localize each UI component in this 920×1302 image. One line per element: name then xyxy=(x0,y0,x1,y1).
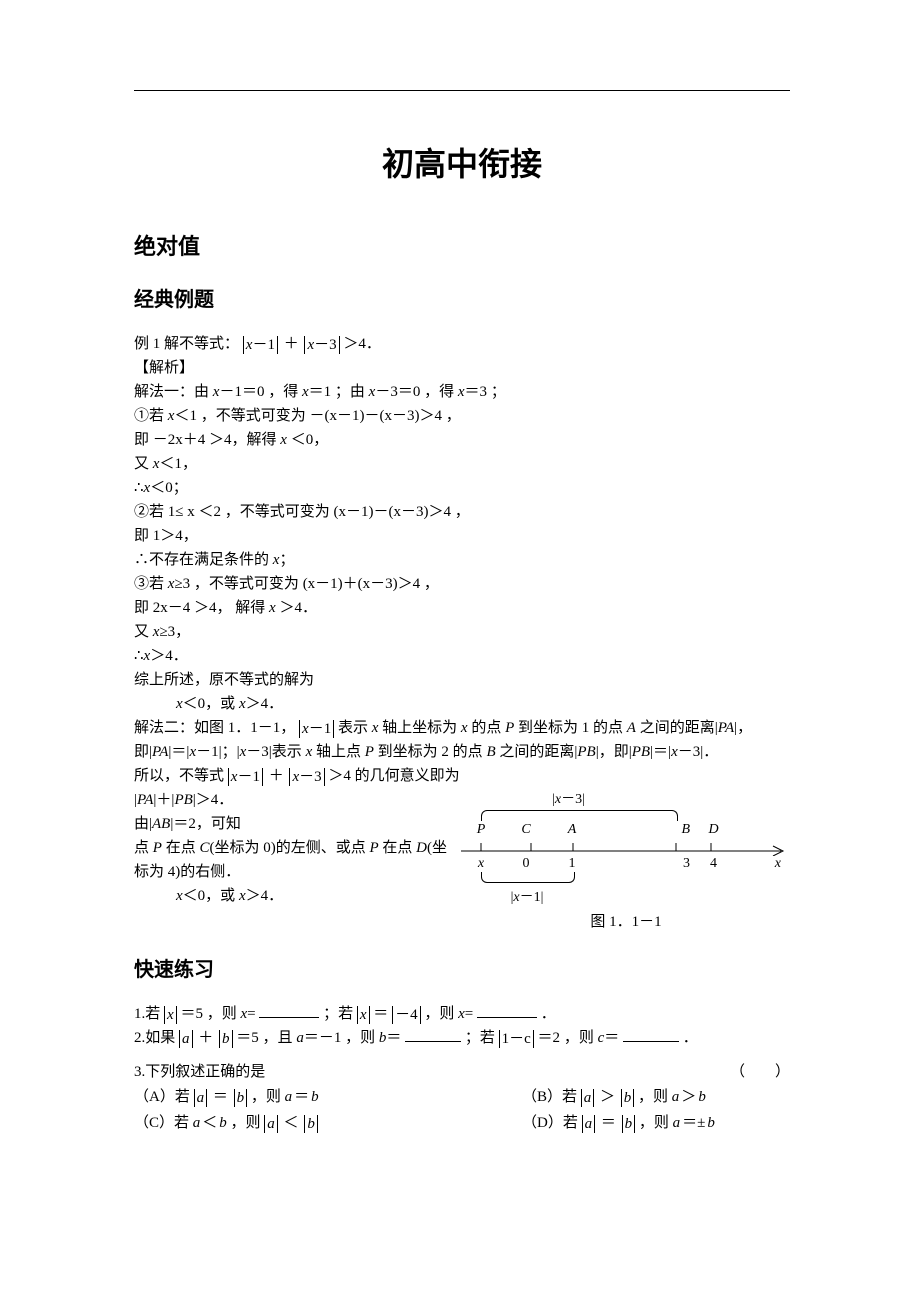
q3-option-d[interactable]: （D）若 a ＝ b ，则 a＝±b xyxy=(462,1110,790,1136)
q3-answer-paren[interactable]: （ ） xyxy=(730,1060,790,1084)
section-practice: 快速练习 xyxy=(134,953,790,982)
section-absolute-value: 绝对值 xyxy=(134,229,790,261)
m2-left-text: |PA|＋|PB|＞4． 由|AB|＝2，可知 点 P 在点 C(坐标为 0)的… xyxy=(134,788,447,908)
m1-case3: ③若 x≥3 ，不等式可变为 (x－1)＋(x－3)＞4 ， xyxy=(134,572,790,596)
abs-x-1: x－1 xyxy=(299,720,334,738)
abs-x-minus-3: x－3 xyxy=(304,336,339,354)
number-line-svg xyxy=(461,838,791,856)
m1-case2-r1: 即 1＞4， xyxy=(134,524,790,548)
m1-case1-r2: 又 x＜1， xyxy=(134,452,790,476)
m1-case2: ②若 1≤ x ＜2 ，不等式可变为 (x－1)－(x－3)＞4 ， xyxy=(134,500,790,524)
page: 初高中衔接 绝对值 经典例题 例 1 解不等式： x－1 ＋ x－3 ＞4． 【… xyxy=(0,0,920,1302)
m2-conclusion: x＜0，或 x＞4． xyxy=(134,884,447,908)
m2-line3: 所以，不等式 x－1 ＋ x－3 ＞4 的几何意义即为 xyxy=(134,764,790,788)
q3-option-b[interactable]: （B）若 a ＞ b ，则 a＞b xyxy=(462,1084,790,1110)
m2-line4: |PA|＋|PB|＞4． xyxy=(134,788,447,812)
m1-line1: 解法一：由 x－1＝0 ，得 x＝1 ；由 x－3＝0 ，得 x＝3 ； xyxy=(134,380,790,404)
m2-line2: 即|PA|＝|x－1|；|x－3|表示 x 轴上点 P 到坐标为 2 的点 B … xyxy=(134,740,790,764)
ex1-tail: ＞4． xyxy=(343,336,381,352)
q2-blank-1[interactable] xyxy=(405,1027,461,1042)
abs-x-minus-1: x－1 xyxy=(243,336,278,354)
q3-option-c[interactable]: （C）若 a＜b ，则 a ＜ b xyxy=(134,1110,462,1136)
m2-line1: 解法二：如图 1．1－1， x－1 表示 x 轴上坐标为 x 的点 P 到坐标为… xyxy=(134,716,790,740)
question-2: 2.如果 a ＋ b ＝5 ，且 a＝－1 ，则 b＝ ；若 1－c ＝2 ，则… xyxy=(134,1026,790,1050)
m1-case3-r1: 即 2x－4 ＞4， 解得 x ＞4． xyxy=(134,596,790,620)
q3-option-a[interactable]: （A）若 a ＝ b ，则 a＝b xyxy=(134,1084,462,1110)
figure-caption: 图 1．1－1 xyxy=(461,910,791,931)
fig-top-label: |x－3| xyxy=(461,788,656,808)
m2-line7: 标为 4)的右侧． xyxy=(134,860,447,884)
top-rule xyxy=(134,90,790,91)
m1-case1: ①若 x＜1 ，不等式可变为 －(x－1)－(x－3)＞4 ， xyxy=(134,404,790,428)
q2-blank-2[interactable] xyxy=(623,1027,679,1042)
m1-case1-r3: ∴x＜0； xyxy=(134,476,790,500)
q1-blank-1[interactable] xyxy=(259,1003,319,1018)
fig-top-brace xyxy=(461,810,791,822)
plus-op: ＋ xyxy=(282,336,301,352)
document-title: 初高中衔接 xyxy=(134,139,790,185)
example-1-statement: 例 1 解不等式： x－1 ＋ x－3 ＞4． xyxy=(134,332,790,356)
m1-case1-r1: 即 －2x＋4 ＞4，解得 x ＜0， xyxy=(134,428,790,452)
m1-summary-2: x＜0，或 x＞4． xyxy=(134,692,790,716)
m1-case2-r2: ∴不存在满足条件的 x； xyxy=(134,548,790,572)
analysis-label: 【解析】 xyxy=(134,356,790,380)
section-examples: 经典例题 xyxy=(134,283,790,312)
ex1-prefix: 例 1 解不等式： xyxy=(134,336,239,352)
question-3-stem: 3.下列叙述正确的是 （ ） xyxy=(134,1060,790,1084)
fig-point-letters: P C A B D xyxy=(461,822,791,838)
m2-line6: 点 P 在点 C(坐标为 0)的左侧、或点 P 在点 D(坐 xyxy=(134,836,447,860)
fig-bottom-label: |x－1| xyxy=(461,886,573,906)
m1-case3-r3: ∴x＞4． xyxy=(134,644,790,668)
q3-row-2: （C）若 a＜b ，则 a ＜ b （D）若 a ＝ b ，则 a＝±b xyxy=(134,1110,790,1136)
m1-summary-1: 综上所述，原不等式的解为 xyxy=(134,668,790,692)
fig-bottom-brace xyxy=(461,872,791,884)
fig-point-values: x 0 1 3 4 x xyxy=(461,856,791,872)
question-1: 1.若 x ＝5 ，则 x= ；若 x ＝ －4 ，则 x= ． xyxy=(134,1002,790,1026)
number-line-figure: |x－3| P C A B D x xyxy=(461,788,791,931)
method2-with-figure: |PA|＋|PB|＞4． 由|AB|＝2，可知 点 P 在点 C(坐标为 0)的… xyxy=(134,788,790,931)
m1-case3-r2: 又 x≥3， xyxy=(134,620,790,644)
q1-blank-2[interactable] xyxy=(477,1003,537,1018)
m2-line5: 由|AB|＝2，可知 xyxy=(134,812,447,836)
q3-row-1: （A）若 a ＝ b ，则 a＝b （B）若 a ＞ b ，则 a＞b xyxy=(134,1084,790,1110)
